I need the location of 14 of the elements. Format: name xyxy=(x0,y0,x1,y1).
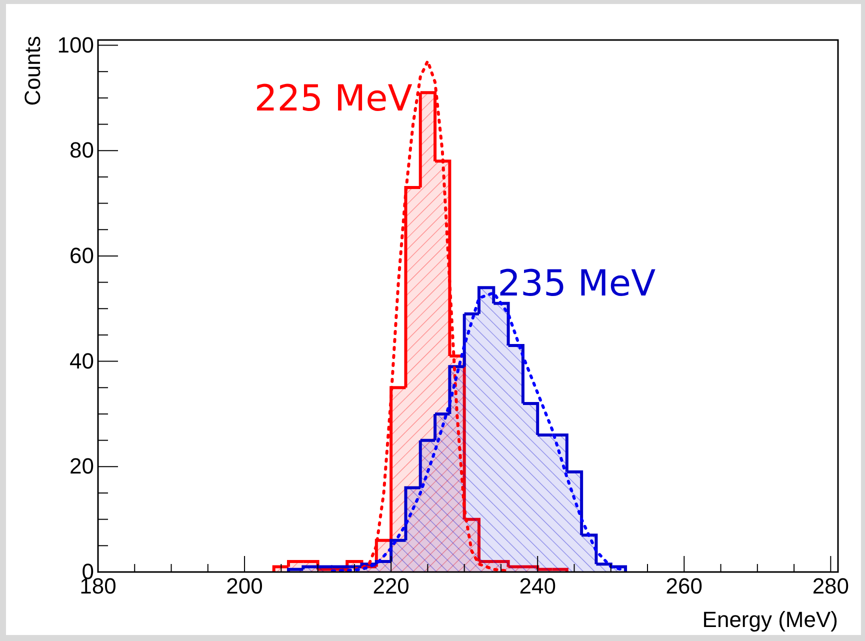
x-axis-title: Energy (MeV) xyxy=(702,607,838,632)
series-label: 235 MeV xyxy=(498,264,656,305)
y-axis-title: Counts xyxy=(20,36,45,106)
y-tick-label: 100 xyxy=(57,32,94,58)
x-tick-label: 260 xyxy=(666,574,702,599)
x-tick-label: 240 xyxy=(519,574,556,599)
x-tick-label: 220 xyxy=(372,574,410,599)
y-tick-label: 60 xyxy=(70,243,94,268)
y-tick-label: 80 xyxy=(70,138,94,163)
series-label: 225 MeV xyxy=(254,78,413,120)
y-tick-label: 20 xyxy=(70,454,94,479)
x-tick-label: 280 xyxy=(812,574,850,599)
y-tick-label: 40 xyxy=(70,348,94,374)
x-tick-label: 200 xyxy=(226,574,263,599)
